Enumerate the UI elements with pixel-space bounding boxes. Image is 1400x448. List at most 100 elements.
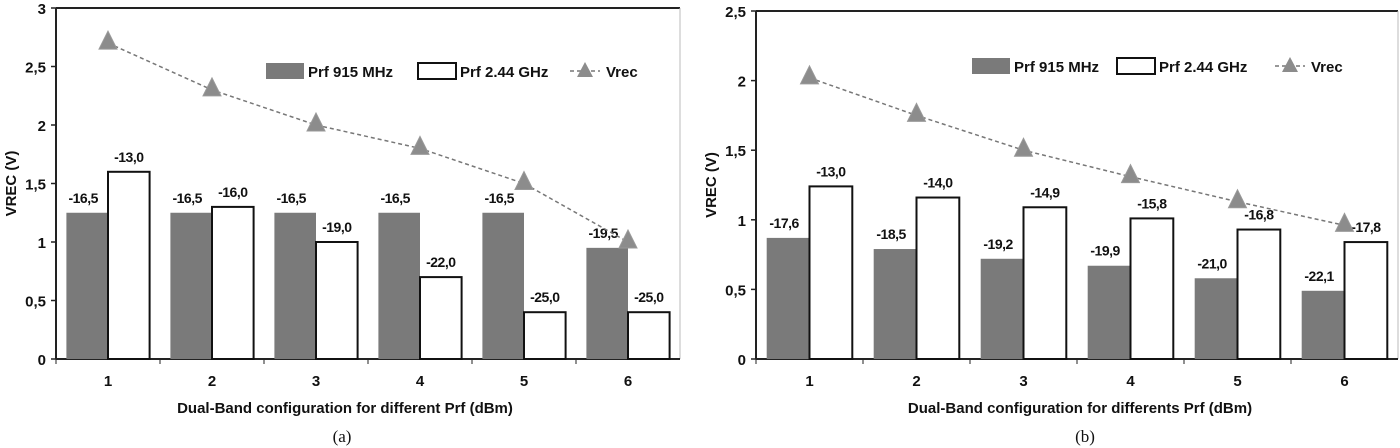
data-label: -16,5 xyxy=(276,190,306,206)
data-label: -21,0 xyxy=(1197,255,1227,271)
y-tick-label: 2,5 xyxy=(25,60,46,77)
y-tick-label: 3 xyxy=(38,1,46,18)
legend-vrec-triangle-icon xyxy=(577,62,593,77)
bar-prf-915-mhz xyxy=(980,258,1024,359)
bar-prf-915-mhz xyxy=(378,212,420,359)
y-tick-label: 2 xyxy=(738,74,746,91)
data-label: -17,6 xyxy=(769,215,799,231)
legend-label: Vrec xyxy=(606,64,638,81)
y-axis-title: VREC (V) xyxy=(3,151,20,217)
vrec-marker-triangle xyxy=(410,135,430,155)
x-tick-label: 2 xyxy=(208,373,216,390)
data-label: -19,0 xyxy=(322,219,352,235)
y-tick-label: 1 xyxy=(38,235,46,252)
y-axis-title: VREC (V) xyxy=(703,152,720,218)
y-tick-label: 2,5 xyxy=(725,4,746,21)
x-tick-label: 3 xyxy=(1019,373,1027,390)
vrec-marker-triangle xyxy=(618,228,638,249)
legend-label: Prf 2.44 GHz xyxy=(1159,59,1247,76)
legend-label: Vrec xyxy=(1311,59,1343,76)
bar-prf-915-mhz xyxy=(766,237,810,359)
data-label: -17,8 xyxy=(1351,219,1381,235)
x-tick-label: 5 xyxy=(520,373,528,390)
data-label: -19,5 xyxy=(588,225,618,241)
bar-prf-2-44-ghz xyxy=(915,196,961,360)
bar-prf-2-44-ghz xyxy=(1343,241,1389,361)
bar-prf-2-44-ghz xyxy=(523,311,567,361)
y-tick-label: 0 xyxy=(738,352,746,369)
y-tick-label: 0,5 xyxy=(25,294,46,311)
bar-prf-915-mhz xyxy=(66,212,108,359)
data-label: -22,0 xyxy=(426,254,456,270)
chart-a: 00,511,522,531 2 3 4 5 6-16,5 -16,5 -16,5 -16,5-… xyxy=(3,1,681,446)
x-tick-label: 4 xyxy=(1126,373,1135,390)
data-label: -14,0 xyxy=(923,175,953,191)
vrec-marker-triangle xyxy=(514,170,534,190)
x-tick-label: 6 xyxy=(624,373,632,390)
x-tick-label: 3 xyxy=(312,373,320,390)
x-tick-label: 2 xyxy=(912,373,920,390)
data-label: -25,0 xyxy=(530,289,560,305)
vrec-marker-triangle xyxy=(1334,212,1355,232)
x-tick-label: 5 xyxy=(1233,373,1241,390)
bar-prf-2-44-ghz xyxy=(315,241,359,360)
legend: Prf 915 MHz Prf 2.44 GHz Vrec xyxy=(266,62,638,81)
bar-prf-2-44-ghz xyxy=(808,185,854,360)
legend: Prf 915 MHz Prf 2.44 GHz Vrec xyxy=(972,57,1343,76)
data-label: -13,0 xyxy=(816,163,846,179)
bar-prf-2-44-ghz xyxy=(419,276,463,361)
y-tick-label: 1,5 xyxy=(25,177,46,194)
y-tick-label: 1 xyxy=(738,213,746,230)
data-label: -16,8 xyxy=(1244,207,1274,223)
vrec-marker-triangle xyxy=(98,29,118,50)
legend-swatch-prf-2-44-ghz xyxy=(417,62,457,80)
bar-prf-915-mhz xyxy=(170,212,212,359)
y-tick-label: 0,5 xyxy=(725,282,746,299)
legend-label: Prf 2.44 GHz xyxy=(460,64,548,81)
data-label: -18,5 xyxy=(876,226,906,242)
data-label: -19,9 xyxy=(1090,243,1120,259)
legend-swatch-prf-915-mhz xyxy=(972,58,1010,74)
bar-prf-915-mhz xyxy=(274,212,316,359)
data-label: -22,1 xyxy=(1304,268,1334,284)
y-tick-label: 1,5 xyxy=(725,143,746,160)
vrec-marker-triangle xyxy=(1227,188,1248,209)
x-axis-title: Dual-Band configuration for different Pr… xyxy=(177,400,513,417)
bar-prf-2-44-ghz xyxy=(1236,228,1282,360)
vrec-marker-triangle xyxy=(1013,137,1034,157)
x-tick-label: 6 xyxy=(1340,373,1348,390)
data-label: -14,9 xyxy=(1030,184,1060,200)
vrec-marker-triangle xyxy=(1120,163,1141,184)
x-axis-title: Dual-Band configuration for differents P… xyxy=(908,400,1252,417)
data-label: -19,2 xyxy=(983,236,1013,252)
bar-prf-2-44-ghz xyxy=(1022,206,1068,360)
x-tick-label: 4 xyxy=(416,373,425,390)
vrec-marker-triangle xyxy=(306,111,326,132)
vrec-marker-triangle xyxy=(202,76,222,97)
data-label: -15,8 xyxy=(1137,195,1167,211)
bar-prf-915-mhz xyxy=(1194,278,1238,359)
vrec-line xyxy=(809,77,1345,227)
data-label: -16,5 xyxy=(172,190,202,206)
data-label: -16,0 xyxy=(218,184,248,200)
legend-label: Prf 915 MHz xyxy=(308,64,393,81)
data-label: -16,5 xyxy=(380,190,410,206)
data-label: -16,5 xyxy=(484,190,514,206)
legend-swatch-prf-2-44-ghz xyxy=(1116,57,1156,75)
bar-prf-915-mhz xyxy=(586,247,628,359)
x-tick-label: 1 xyxy=(805,373,813,390)
x-tick-label: 1 xyxy=(104,373,112,390)
bar-prf-2-44-ghz xyxy=(211,205,255,360)
bar-prf-915-mhz xyxy=(1301,290,1345,359)
chart-b: 0 0,5 1 1,5 2 2,5 1 2 3 4 5 6 -17,6 -18,5 -19,2 -19,9 -2… xyxy=(703,4,1399,446)
legend-label: Prf 915 MHz xyxy=(1014,59,1099,76)
vrec-marker-triangle xyxy=(799,64,820,85)
y-tick-label: 2 xyxy=(38,118,46,135)
bar-prf-2-44-ghz xyxy=(627,311,671,361)
data-label: -16,5 xyxy=(68,190,98,206)
data-label: -25,0 xyxy=(634,289,664,305)
bar-prf-2-44-ghz xyxy=(1129,217,1175,360)
legend-swatch-prf-915-mhz xyxy=(266,63,304,79)
bar-prf-915-mhz xyxy=(873,249,917,359)
